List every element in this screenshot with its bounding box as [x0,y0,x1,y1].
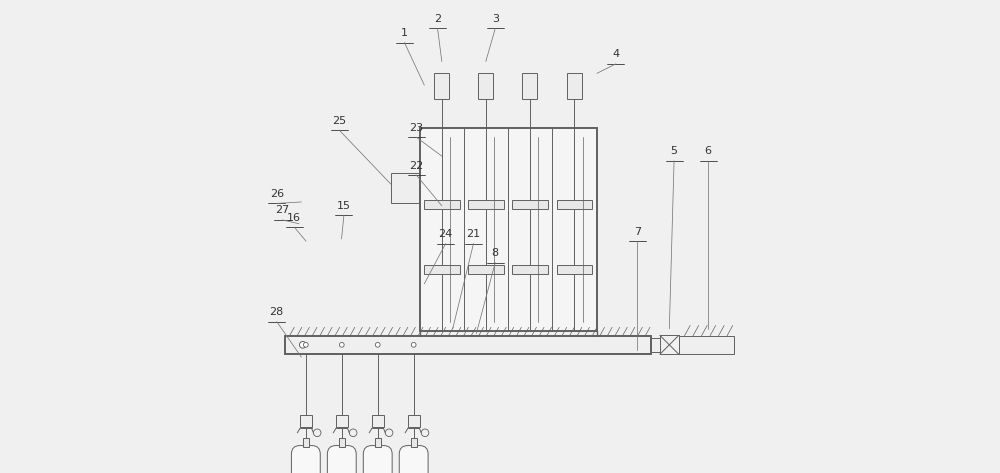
Bar [522,73,537,99]
Bar [285,336,651,354]
Circle shape [411,342,416,347]
FancyBboxPatch shape [363,446,392,473]
Bar [468,200,504,209]
Text: 5: 5 [671,146,678,157]
Text: 23: 23 [409,123,423,133]
Text: 26: 26 [270,189,284,199]
Bar [303,438,309,447]
Text: 2: 2 [434,14,441,24]
Circle shape [303,342,308,347]
Bar [411,438,417,447]
FancyBboxPatch shape [327,446,356,473]
FancyBboxPatch shape [291,446,320,473]
Bar [408,415,420,427]
Text: 24: 24 [438,229,453,239]
FancyBboxPatch shape [399,446,428,473]
Bar [478,73,493,99]
Circle shape [375,342,380,347]
Bar [567,73,582,99]
Bar [679,336,734,354]
Text: 3: 3 [492,14,499,24]
Bar [424,265,460,274]
Circle shape [299,342,306,348]
Text: 1: 1 [401,28,408,38]
Bar [660,335,679,354]
Bar [372,415,384,427]
Text: 16: 16 [287,212,301,223]
Bar [391,173,419,203]
Bar [557,200,592,209]
Bar [375,438,381,447]
Bar [424,200,460,209]
Bar [468,265,504,274]
Bar [434,73,449,99]
Bar [651,338,671,352]
Text: 28: 28 [270,307,284,317]
Bar [339,438,345,447]
Bar [512,265,548,274]
Text: 7: 7 [634,227,641,237]
Bar [300,415,312,427]
Text: 6: 6 [705,146,712,157]
Text: 4: 4 [612,49,619,60]
Bar [336,415,348,427]
Text: 22: 22 [409,160,423,171]
Text: 15: 15 [337,201,351,211]
Bar [512,200,548,209]
Bar [420,128,597,331]
Text: 8: 8 [492,248,499,258]
Bar [557,265,592,274]
Text: 25: 25 [332,115,346,126]
Text: 27: 27 [275,205,290,216]
Circle shape [339,342,344,347]
Text: 21: 21 [466,229,481,239]
